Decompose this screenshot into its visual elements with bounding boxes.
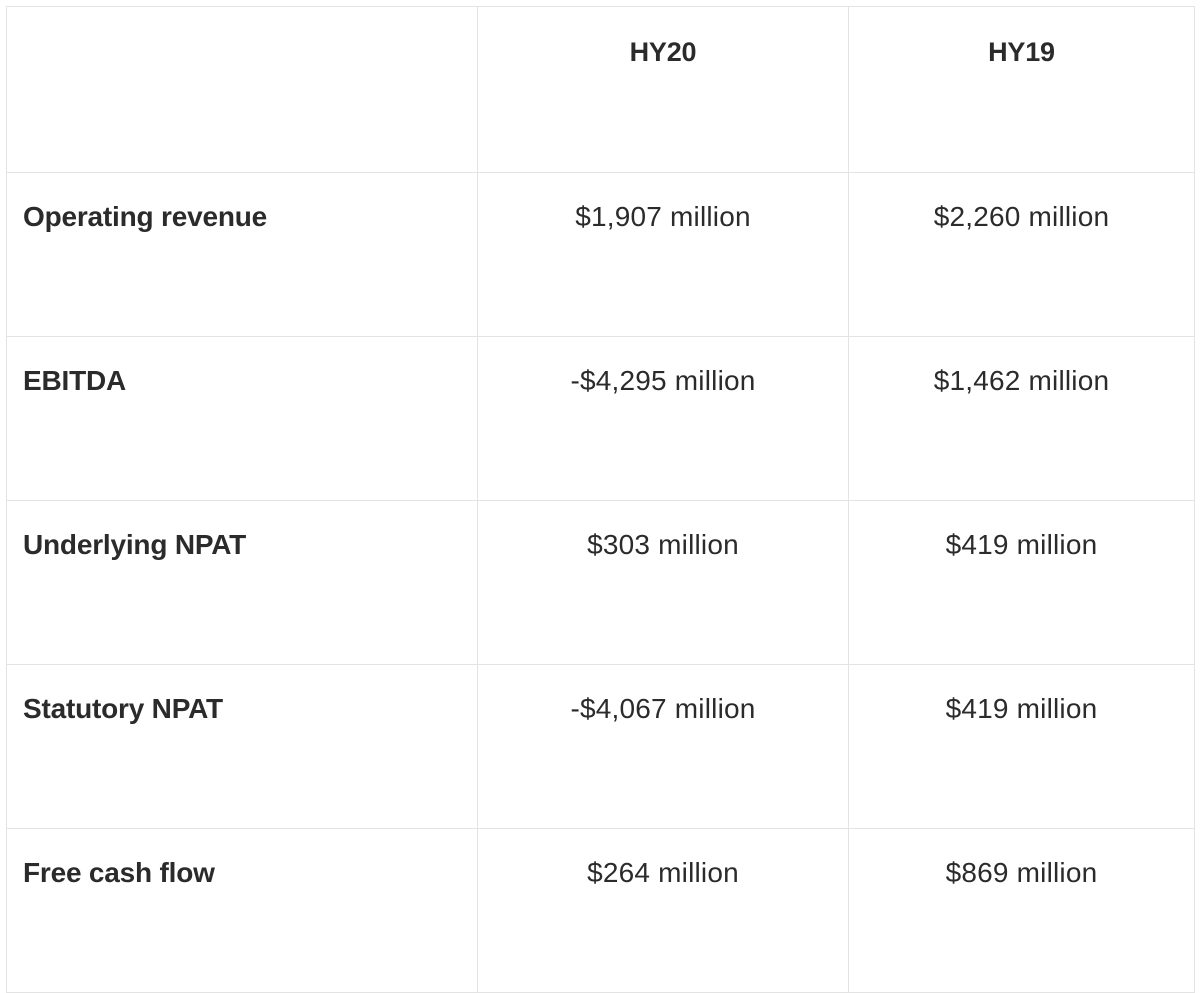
hy19-value: $419 million: [848, 500, 1195, 665]
table-row: Statutory NPAT -$4,067 million $419 mill…: [6, 664, 1195, 829]
hy20-value: -$4,295 million: [477, 336, 849, 501]
header-hy19: HY19: [848, 6, 1195, 173]
hy20-value: $303 million: [477, 500, 849, 665]
financial-results-table: HY20 HY19 Operating revenue $1,907 milli…: [6, 6, 1195, 993]
table-header-row: HY20 HY19: [6, 6, 1195, 173]
hy19-value: $869 million: [848, 828, 1195, 993]
row-label: Underlying NPAT: [6, 500, 478, 665]
hy20-value: -$4,067 million: [477, 664, 849, 829]
row-label: Statutory NPAT: [6, 664, 478, 829]
header-hy20: HY20: [477, 6, 849, 173]
hy20-value: $264 million: [477, 828, 849, 993]
hy19-value: $419 million: [848, 664, 1195, 829]
header-corner-cell: [6, 6, 478, 173]
row-label: Operating revenue: [6, 172, 478, 337]
hy20-value: $1,907 million: [477, 172, 849, 337]
financial-results-table-container: HY20 HY19 Operating revenue $1,907 milli…: [6, 6, 1195, 993]
table-row: Underlying NPAT $303 million $419 millio…: [6, 500, 1195, 665]
table-row: EBITDA -$4,295 million $1,462 million: [6, 336, 1195, 501]
row-label: Free cash flow: [6, 828, 478, 993]
table-row: Operating revenue $1,907 million $2,260 …: [6, 172, 1195, 337]
row-label: EBITDA: [6, 336, 478, 501]
table-row: Free cash flow $264 million $869 million: [6, 828, 1195, 993]
hy19-value: $2,260 million: [848, 172, 1195, 337]
hy19-value: $1,462 million: [848, 336, 1195, 501]
